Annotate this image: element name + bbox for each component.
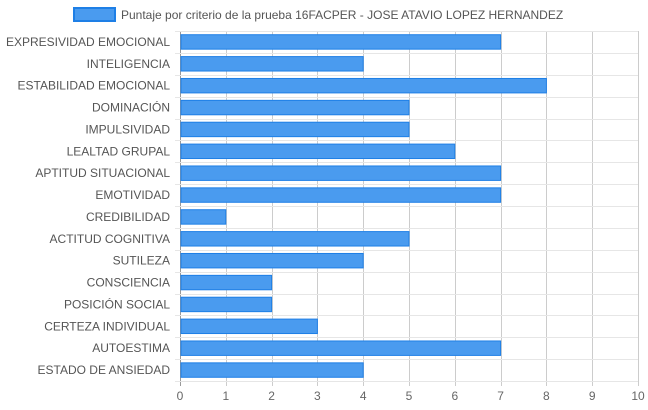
x-tick-label: 8	[543, 389, 550, 403]
bar[interactable]	[180, 143, 456, 160]
x-tick-label: 7	[497, 389, 504, 403]
category-label: SUTILEZA	[113, 254, 170, 268]
x-tick-label: 2	[268, 389, 275, 403]
category-label: CONSCIENCIA	[87, 276, 170, 290]
legend-label[interactable]: Puntaje por criterio de la prueba 16FACP…	[121, 8, 563, 22]
bar[interactable]	[180, 187, 502, 203]
bar[interactable]	[180, 34, 502, 50]
bar[interactable]	[180, 340, 502, 356]
bar[interactable]	[180, 121, 410, 138]
category-label: CERTEZA INDIVIDUAL	[44, 319, 170, 333]
bar[interactable]	[180, 99, 410, 116]
category-label: IMPULSIVIDAD	[85, 122, 170, 136]
x-tick-labels: 0 1 2 3 4 5 6 7 8 9 10	[177, 389, 645, 403]
category-label: APTITUD SITUACIONAL	[35, 166, 170, 180]
bar[interactable]	[180, 318, 318, 335]
bar[interactable]	[180, 274, 273, 291]
bar[interactable]	[180, 252, 364, 269]
x-tick-label: 3	[314, 389, 321, 403]
x-tick-label: 5	[406, 389, 413, 403]
x-tick-label: 0	[177, 389, 184, 403]
bar[interactable]	[180, 209, 227, 225]
category-labels: EXPRESIVIDAD EMOCIONAL INTELIGENCIA ESTABI…	[6, 35, 170, 377]
category-label: AUTOESTIMA	[92, 341, 170, 355]
bar[interactable]	[180, 56, 364, 72]
bar[interactable]	[180, 231, 410, 247]
category-label: ACTITUD COGNITIVA	[50, 232, 170, 246]
bar[interactable]	[180, 296, 273, 313]
x-tick-label: 9	[589, 389, 596, 403]
category-label: INTELIGENCIA	[87, 57, 170, 71]
x-tick-label: 6	[451, 389, 458, 403]
category-label: CREDIBILIDAD	[86, 210, 170, 224]
x-tick-label: 10	[631, 389, 645, 403]
category-label: ESTABILIDAD EMOCIONAL	[18, 79, 171, 93]
x-tick-label: 4	[360, 389, 367, 403]
bars	[180, 34, 547, 378]
category-label: EMOTIVIDAD	[95, 188, 170, 202]
bar[interactable]	[180, 362, 364, 378]
x-tick-label: 1	[222, 389, 229, 403]
category-label: POSICIÓN SOCIAL	[64, 296, 170, 311]
bar[interactable]	[180, 165, 502, 181]
legend[interactable]: Puntaje por criterio de la prueba 16FACP…	[73, 7, 563, 22]
category-label: LEALTAD GRUPAL	[67, 144, 171, 158]
category-label: DOMINACIÓN	[92, 100, 170, 115]
category-label: ESTADO DE ANSIEDAD	[38, 363, 171, 377]
bar[interactable]	[180, 77, 547, 94]
legend-swatch[interactable]	[73, 7, 116, 22]
category-label: EXPRESIVIDAD EMOCIONAL	[6, 35, 170, 49]
